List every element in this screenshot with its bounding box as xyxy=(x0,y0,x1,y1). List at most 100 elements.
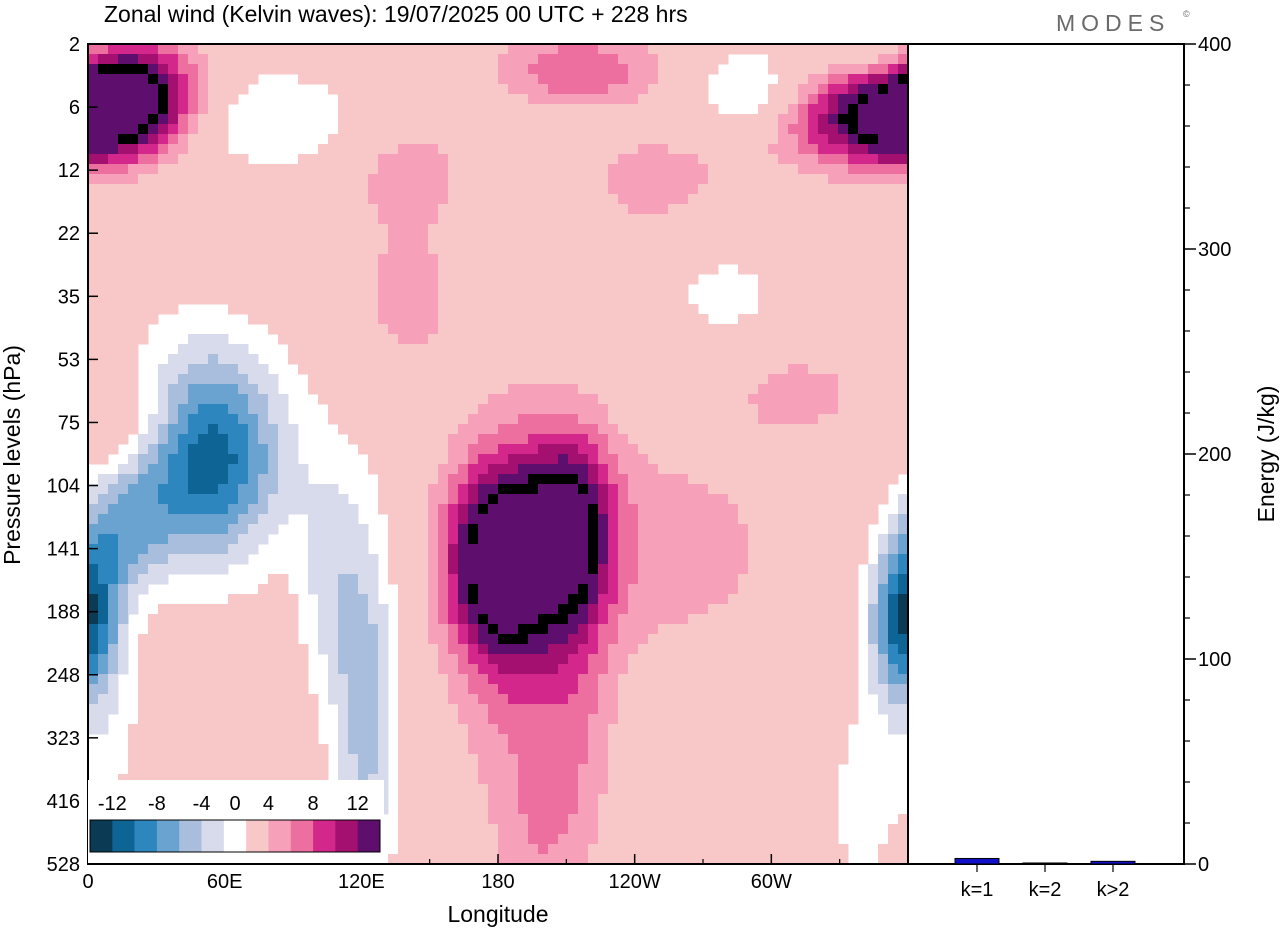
heatmap-cell xyxy=(468,164,479,175)
heatmap-cell xyxy=(288,264,299,275)
heatmap-cell xyxy=(538,194,549,205)
heatmap-cell xyxy=(258,374,269,385)
heatmap-cell xyxy=(408,164,419,175)
heatmap-cell xyxy=(468,54,479,65)
heatmap-cell xyxy=(888,274,899,285)
heatmap-cell xyxy=(458,544,469,555)
heatmap-cell xyxy=(188,654,199,665)
heatmap-cell xyxy=(658,624,669,635)
heatmap-cell xyxy=(378,444,389,455)
heatmap-cell xyxy=(468,354,479,365)
heatmap-cell xyxy=(788,84,799,95)
heatmap-cell xyxy=(138,684,149,695)
heatmap-cell xyxy=(578,584,589,595)
heatmap-cell xyxy=(368,674,379,685)
heatmap-cell xyxy=(648,324,659,335)
heatmap-cell xyxy=(788,214,799,225)
heatmap-cell xyxy=(118,394,129,405)
heatmap-cell xyxy=(718,434,729,445)
heatmap-cell xyxy=(588,344,599,355)
heatmap-cell xyxy=(728,114,739,125)
heatmap-cell xyxy=(718,524,729,535)
heatmap-cell xyxy=(718,514,729,525)
heatmap-cell xyxy=(648,314,659,325)
heatmap-cell xyxy=(678,494,689,505)
heatmap-cell xyxy=(608,314,619,325)
heatmap-cell xyxy=(698,194,709,205)
heatmap-cell xyxy=(518,354,529,365)
heatmap-cell xyxy=(98,404,109,415)
heatmap-cell xyxy=(178,394,189,405)
heatmap-cell xyxy=(558,434,569,445)
heatmap-cell xyxy=(808,694,819,705)
heatmap-cell xyxy=(268,44,279,55)
heatmap-cell xyxy=(598,124,609,135)
heatmap-cell xyxy=(628,164,639,175)
heatmap-cell xyxy=(598,644,609,655)
heatmap-cell xyxy=(288,344,299,355)
heatmap-cell xyxy=(378,614,389,625)
heatmap-cell xyxy=(88,334,99,345)
heatmap-cell xyxy=(578,154,589,165)
heatmap-cell xyxy=(688,354,699,365)
heatmap-cell xyxy=(448,174,459,185)
heatmap-cell xyxy=(98,174,109,185)
heatmap-cell xyxy=(398,104,409,115)
heatmap-cell xyxy=(878,334,889,345)
heatmap-cell xyxy=(438,434,449,445)
heatmap-cell xyxy=(718,554,729,565)
heatmap-cell xyxy=(588,114,599,125)
heatmap-cell xyxy=(338,694,349,705)
heatmap-cell xyxy=(628,604,639,615)
heatmap-cell xyxy=(88,274,99,285)
heatmap-cell xyxy=(468,484,479,495)
heatmap-cell xyxy=(478,594,489,605)
heatmap-cell xyxy=(598,684,609,695)
heatmap-cell xyxy=(758,324,769,335)
heatmap-cell xyxy=(658,114,669,125)
heatmap-cell xyxy=(428,394,439,405)
heatmap-cell xyxy=(508,154,519,165)
heatmap-cell xyxy=(278,224,289,235)
heatmap-cell xyxy=(448,304,459,315)
heatmap-cell xyxy=(208,604,219,615)
heatmap-cell xyxy=(808,574,819,585)
heatmap-cell xyxy=(678,644,689,655)
heatmap-cell xyxy=(158,424,169,435)
heatmap-cell xyxy=(318,294,329,305)
heatmap-cell xyxy=(328,164,339,175)
heatmap-cell xyxy=(828,374,839,385)
heatmap-cell xyxy=(618,674,629,685)
heatmap-cell xyxy=(188,194,199,205)
heatmap-cell xyxy=(108,564,119,575)
heatmap-cell xyxy=(848,504,859,515)
heatmap-cell xyxy=(198,294,209,305)
heatmap-cell xyxy=(278,484,289,495)
heatmap-cell xyxy=(648,634,659,645)
heatmap-cell xyxy=(258,224,269,235)
heatmap-cell xyxy=(668,244,679,255)
heatmap-cell xyxy=(868,44,879,55)
heatmap-cell xyxy=(238,164,249,175)
heatmap-cell xyxy=(848,214,859,225)
heatmap-cell xyxy=(88,84,99,95)
heatmap-cell xyxy=(588,164,599,175)
heatmap-cell xyxy=(238,244,249,255)
heatmap-cell xyxy=(618,684,629,695)
heatmap-cell xyxy=(128,514,139,525)
heatmap-cell xyxy=(348,374,359,385)
heatmap-cell xyxy=(348,694,359,705)
heatmap-cell xyxy=(788,314,799,325)
heatmap-cell xyxy=(708,174,719,185)
heatmap-cell xyxy=(788,394,799,405)
heatmap-cell xyxy=(428,374,439,385)
heatmap-cell xyxy=(568,684,579,695)
heatmap-cell xyxy=(898,104,908,115)
heatmap-cell xyxy=(668,224,679,235)
heatmap-cell xyxy=(358,684,369,695)
heatmap-cell xyxy=(738,364,749,375)
heatmap-cell xyxy=(878,54,889,65)
heatmap-cell xyxy=(668,84,679,95)
heatmap-cell xyxy=(338,324,349,335)
heatmap-cell xyxy=(518,84,529,95)
